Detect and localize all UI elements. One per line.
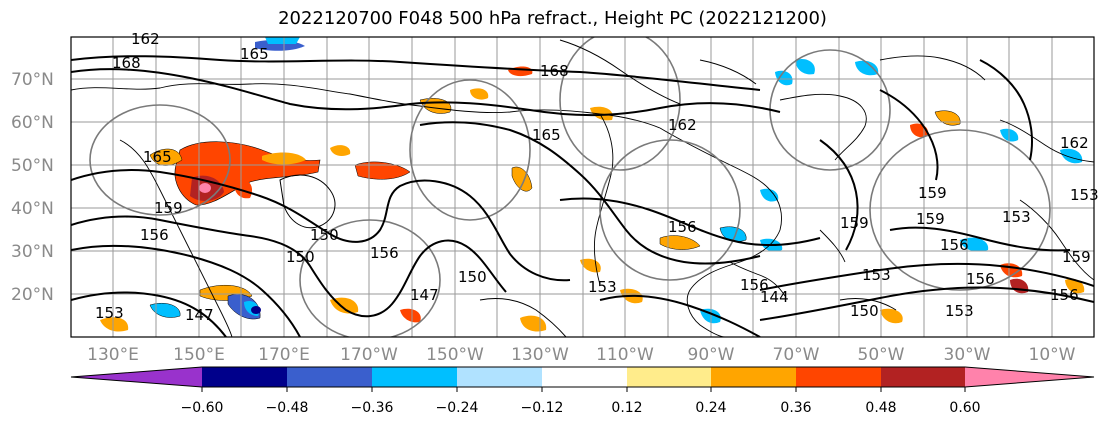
- pc-contours: [89, 37, 1051, 337]
- colorbar-segment: [457, 367, 542, 387]
- colorbar-tick-label: 0.48: [865, 400, 896, 416]
- contour-label: 162: [131, 30, 160, 48]
- longitude-label: 70°W: [773, 345, 820, 365]
- contour-label: 159: [918, 184, 947, 202]
- contour-label: 153: [1002, 208, 1031, 226]
- colorbar-tick-label: −0.24: [436, 400, 479, 416]
- colorbar-segment: [711, 367, 796, 387]
- contour-label: 156: [668, 218, 697, 236]
- contour-label: 168: [540, 62, 569, 80]
- longitude-label: 130°E: [87, 345, 139, 365]
- longitude-label: 50°W: [858, 345, 905, 365]
- colorbar-tick-label: −0.60: [181, 400, 224, 416]
- colorbar-segment: [965, 367, 1094, 387]
- contour-label: 144: [760, 288, 789, 306]
- latitude-label: 70°N: [11, 70, 54, 90]
- colorbar-segment: [202, 367, 287, 387]
- colorbar-segment: [372, 367, 457, 387]
- map-frame: [70, 36, 1095, 338]
- contour-label: 147: [410, 286, 439, 304]
- contour-label: 153: [862, 266, 891, 284]
- latitude-label: 20°N: [11, 285, 54, 305]
- contour-label: 159: [154, 199, 183, 217]
- colorbar-segment: [287, 367, 372, 387]
- contour-label: 153: [1070, 186, 1099, 204]
- colorbar-ticks: [201, 387, 966, 392]
- longitude-label: 150°W: [426, 345, 484, 365]
- colorbar-tick-label: 0.36: [780, 400, 811, 416]
- longitude-label: 90°W: [688, 345, 735, 365]
- contour-labels: 162 168 165 168 162 165 165 159 156 150 …: [95, 30, 1099, 324]
- longitude-label: 10°W: [1029, 345, 1076, 365]
- colorbar-tick-label: 0.24: [695, 400, 726, 416]
- colorbar-tick-label: −0.48: [266, 400, 309, 416]
- latitude-label: 30°N: [11, 242, 54, 262]
- latitude-labels: 70°N 60°N 50°N 40°N 30°N 20°N: [11, 70, 54, 305]
- detail-contours: [279, 39, 897, 337]
- colorbar-segment: [627, 367, 711, 387]
- longitude-label: 150°E: [173, 345, 225, 365]
- contour-label: 156: [940, 236, 969, 254]
- contour-label: 156: [1050, 286, 1079, 304]
- contour-label: 159: [840, 214, 869, 232]
- height-contours: [71, 55, 1094, 337]
- contour-label: 165: [532, 126, 561, 144]
- contour-label: 153: [95, 304, 124, 322]
- contour-label: 162: [1060, 134, 1089, 152]
- contour-label: 156: [740, 276, 769, 294]
- contour-label: 159: [1062, 248, 1091, 266]
- lat-lon-grid: [71, 37, 1094, 337]
- contour-label: 156: [140, 226, 169, 244]
- contour-label: 153: [588, 278, 617, 296]
- colorbar-segment: [881, 367, 965, 387]
- colorbar-segment: [542, 367, 627, 387]
- contour-label: 150: [310, 226, 339, 244]
- longitude-labels: 130°E 150°E 170°E 170°W 150°W 130°W 110°…: [87, 345, 1076, 365]
- contour-label: 153: [945, 302, 974, 320]
- colorbar-tick-label: −0.36: [351, 400, 394, 416]
- longitude-label: 130°W: [511, 345, 569, 365]
- colorbar-segment: [796, 367, 881, 387]
- contour-label: 156: [966, 270, 995, 288]
- contour-label: 156: [370, 244, 399, 262]
- contour-label: 147: [185, 306, 214, 324]
- longitude-label: 30°W: [944, 345, 991, 365]
- contour-label: 165: [143, 148, 172, 166]
- contour-label: 150: [850, 302, 879, 320]
- contour-label: 162: [668, 116, 697, 134]
- latitude-label: 50°N: [11, 156, 54, 176]
- contour-label: 168: [112, 54, 141, 72]
- contour-label: 159: [916, 210, 945, 228]
- latitude-label: 40°N: [11, 199, 54, 219]
- contour-label: 150: [458, 268, 487, 286]
- contour-label: 150: [286, 248, 315, 266]
- map-title: 2022120700 F048 500 hPa refract., Height…: [278, 8, 827, 29]
- colorbar-tick-label: 0.12: [611, 400, 642, 416]
- contour-label: 165: [240, 45, 269, 63]
- longitude-label: 170°E: [258, 345, 310, 365]
- colorbar: −0.60 −0.48 −0.36 −0.24 −0.12 0.12 0.24 …: [70, 366, 1095, 416]
- longitude-label: 170°W: [340, 345, 398, 365]
- latitude-label: 60°N: [11, 113, 54, 133]
- longitude-label: 110°W: [596, 345, 654, 365]
- colorbar-tick-label: 0.60: [949, 400, 980, 416]
- colorbar-segment: [71, 367, 202, 387]
- colorbar-tick-label: −0.12: [521, 400, 564, 416]
